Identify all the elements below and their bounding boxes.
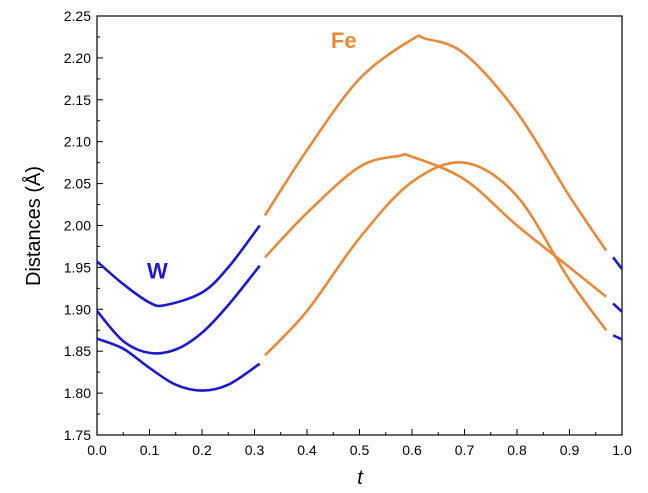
y-axis-ticks: 1.75 1.80 1.85 1.90 1.95 2.00 2.05 2.10 2.15 2.20… (64, 8, 103, 443)
series-line-fe (264, 152, 608, 298)
series-layer (96, 34, 624, 392)
x-tick-label: 0.5 (350, 442, 370, 458)
x-tick-label: 0.9 (560, 442, 580, 458)
x-tick-label: 0.6 (402, 442, 422, 458)
x-axis-ticks: 0.0 0.1 0.2 0.3 0.4 0.5 0.6 0.7 0.8 0.9 1.0 (87, 429, 632, 458)
x-tick-label: 0.4 (297, 442, 317, 458)
y-tick-label: 2.05 (64, 176, 91, 192)
series-line-w (612, 256, 624, 270)
y-tick-label: 2.00 (64, 218, 91, 234)
y-tick-label: 1.85 (64, 343, 91, 359)
annotation-layer: W Fe (147, 28, 357, 283)
series-line-w (96, 337, 261, 392)
series-annotation-fe: Fe (331, 28, 357, 53)
y-tick-label: 1.80 (64, 385, 91, 401)
series-line-fe (264, 160, 608, 357)
y-tick-label: 2.10 (64, 134, 91, 150)
x-axis-label: t (357, 467, 364, 489)
y-tick-label: 1.90 (64, 301, 91, 317)
series-line-w (96, 224, 261, 308)
series-line-w (612, 302, 623, 313)
y-axis-label: Distances (Å) (22, 166, 45, 286)
x-tick-label: 0.0 (87, 442, 107, 458)
x-tick-label: 0.7 (455, 442, 475, 458)
y-tick-label: 2.25 (64, 8, 91, 24)
series-line-w (96, 264, 261, 355)
series-line-w (612, 334, 623, 341)
x-tick-label: 0.1 (140, 442, 160, 458)
x-tick-label: 0.3 (245, 442, 265, 458)
y-tick-label: 2.15 (64, 92, 91, 108)
x-tick-label: 1.0 (612, 442, 632, 458)
series-annotation-w: W (147, 258, 168, 283)
x-tick-label: 0.8 (507, 442, 527, 458)
y-tick-label: 1.95 (64, 259, 91, 275)
series-line-fe (263, 34, 608, 252)
y-tick-label: 1.75 (64, 427, 91, 443)
y-tick-label: 2.20 (64, 50, 91, 66)
x-tick-label: 0.2 (192, 442, 212, 458)
